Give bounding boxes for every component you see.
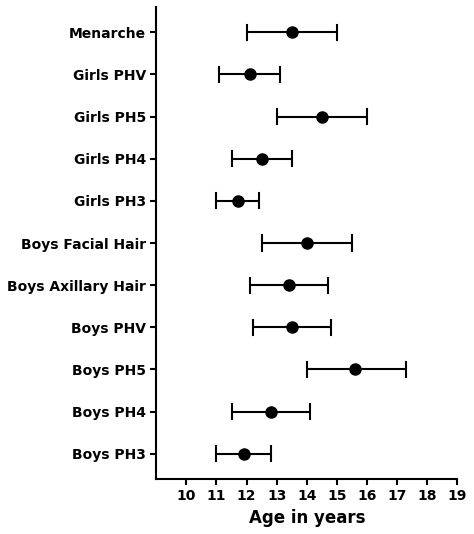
X-axis label: Age in years: Age in years — [248, 509, 365, 527]
